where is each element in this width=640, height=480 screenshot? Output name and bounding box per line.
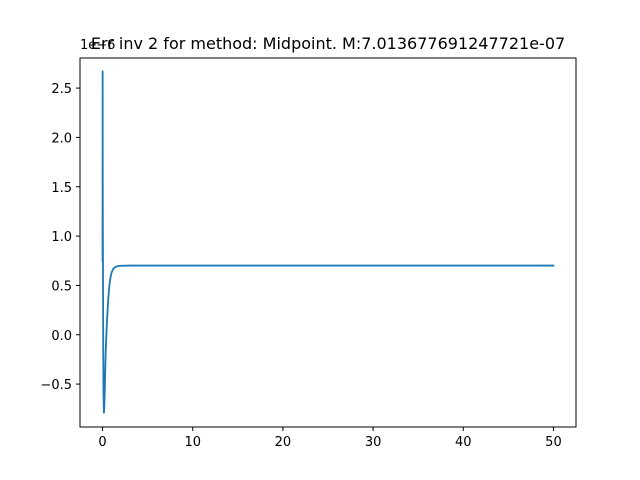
y-tick-label: −0.5 <box>40 378 72 393</box>
y-tick-label: 0.0 <box>51 329 72 344</box>
y-axis-offset-label: 1e−6 <box>80 38 115 53</box>
y-tick-label: 0.5 <box>51 279 72 294</box>
y-tick-label: 1.5 <box>51 181 72 196</box>
chart-title: Err inv 2 for method: Midpoint. M:7.0136… <box>91 34 565 53</box>
axes-frame <box>79 57 577 428</box>
y-tick-label: 2.0 <box>51 131 72 146</box>
x-tick-label: 20 <box>275 435 292 450</box>
x-tick-label: 0 <box>98 435 106 450</box>
x-tick-label: 30 <box>365 435 382 450</box>
plot-area: 0 10 20 30 40 50 −0.5 0.0 0.5 1.0 1.5 2.0 2.5 <box>40 57 577 450</box>
y-tick-label: 1.0 <box>51 230 72 245</box>
y-tick-label: 2.5 <box>51 82 72 97</box>
x-tick-label: 40 <box>455 435 472 450</box>
x-tick-label: 10 <box>184 435 201 450</box>
x-tick-label: 50 <box>545 435 562 450</box>
series-line-0 <box>101 70 555 414</box>
